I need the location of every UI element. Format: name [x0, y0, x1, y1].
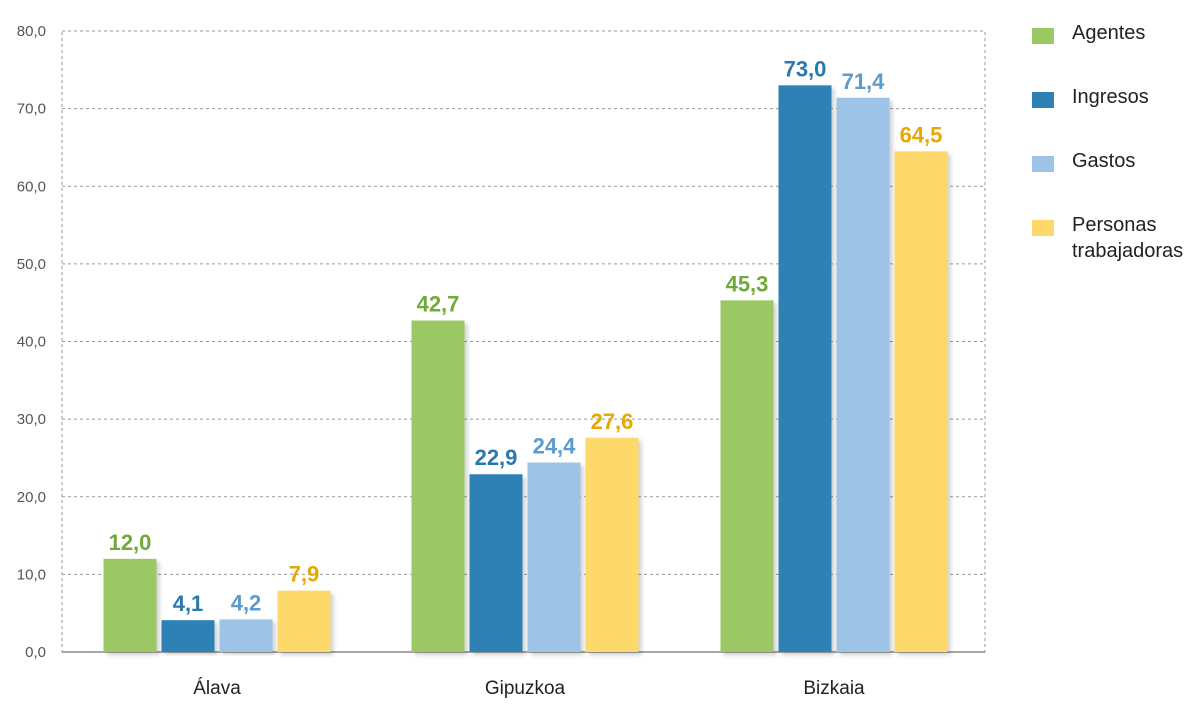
data-label: 4,1	[173, 591, 204, 616]
data-label: 12,0	[109, 530, 152, 555]
data-label: 71,4	[842, 69, 886, 94]
y-tick-label: 40,0	[17, 334, 46, 351]
data-label: 42,7	[417, 292, 460, 317]
y-tick-label: 30,0	[17, 411, 46, 428]
y-tick-label: 0,0	[25, 644, 46, 661]
legend-swatch-gastos	[1032, 156, 1054, 172]
y-tick-label: 60,0	[17, 178, 46, 195]
data-label: 27,6	[591, 409, 634, 434]
legend-label-personas-trabajadoras: Personas trabajadoras	[1072, 212, 1195, 264]
bar-ingresos-2	[778, 85, 832, 652]
value-labels: 12,0 4,1 4,2 7,9 42,7 22,9 24,4 27,6 45,3 73,0 71,…	[109, 56, 943, 616]
bar-ingresos-1	[469, 474, 523, 652]
data-label: 45,3	[726, 271, 769, 296]
y-tick-label: 20,0	[17, 489, 46, 506]
legend-label-ingresos: Ingresos	[1072, 86, 1149, 108]
bar-ingresos-0	[161, 620, 215, 652]
bar-agentes-1	[411, 320, 465, 652]
bar-gastos-1	[527, 462, 581, 652]
data-label: 64,5	[900, 122, 943, 147]
data-label: 4,2	[231, 590, 262, 615]
bar-agentes-2	[720, 300, 774, 652]
legend-swatch-personas-trabajadoras	[1032, 220, 1054, 236]
data-label: 24,4	[533, 434, 577, 459]
legend-swatch-ingresos	[1032, 92, 1054, 108]
y-tick-label: 80,0	[17, 23, 46, 40]
y-axis-ticks: 0,0 10,0 20,0 30,0 40,0 50,0 60,0 70,0 80,0	[17, 23, 46, 661]
bar-personas-trabajadoras-0	[277, 590, 331, 652]
data-label: 73,0	[784, 56, 827, 81]
bar-personas-trabajadoras-2	[894, 151, 948, 652]
legend-label-line-2: trabajadoras	[1072, 240, 1184, 262]
y-tick-label: 10,0	[17, 566, 46, 583]
bar-personas-trabajadoras-1	[585, 437, 639, 652]
legend-label-gastos: Gastos	[1072, 150, 1136, 172]
category-label: Gipuzkoa	[485, 678, 566, 699]
bar-agentes-0	[103, 558, 157, 652]
category-label: Bizkaia	[803, 678, 865, 699]
category-labels: Álava Gipuzkoa Bizkaia	[193, 678, 865, 699]
legend-label-line-1: Personas	[1072, 214, 1157, 236]
data-label: 7,9	[289, 562, 320, 587]
y-tick-label: 50,0	[17, 256, 46, 273]
y-tick-label: 70,0	[17, 101, 46, 118]
bars	[103, 85, 948, 652]
bar-gastos-0	[219, 619, 273, 652]
category-label: Álava	[193, 678, 241, 699]
legend-label-agentes: Agentes	[1072, 22, 1146, 44]
legend-swatch-agentes	[1032, 28, 1054, 44]
bar-gastos-2	[836, 97, 890, 652]
data-label: 22,9	[475, 445, 518, 470]
